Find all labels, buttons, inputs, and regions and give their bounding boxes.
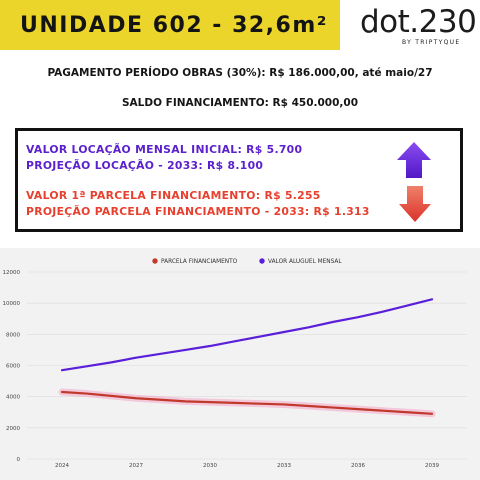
legend-marker [259, 258, 265, 264]
x-tick-label: 2036 [351, 463, 365, 469]
series-line [60, 298, 434, 372]
rent-initial-text: VALOR LOCAÇÃO MENSAL INICIAL: R$ 5.700 [26, 143, 303, 156]
installment-projection-text: PROJEÇÃO PARCELA FINANCIAMENTO - 2033: R… [26, 205, 370, 218]
legend-marker [152, 258, 158, 264]
y-tick-label: 6000 [6, 364, 20, 370]
projection-box: VALOR LOCAÇÃO MENSAL INICIAL: R$ 5.700 P… [15, 128, 463, 232]
y-tick-label: 2000 [6, 426, 20, 432]
y-tick-label: 0 [17, 457, 21, 463]
page-title: UNIDADE 602 - 32,6m² [20, 12, 328, 38]
legend-label: VALOR ALUGUEL MENSAL [268, 259, 342, 265]
logo-tagline: BY TRIPTYQUE [402, 39, 461, 46]
x-tick-label: 2039 [425, 463, 439, 469]
title-banner: UNIDADE 602 - 32,6m² [0, 0, 340, 50]
logo-wordmark: dot.230 [360, 4, 477, 40]
y-tick-label: 12000 [3, 270, 21, 276]
installment-initial-text: VALOR 1ª PARCELA FINANCIAMENTO: R$ 5.255 [26, 189, 321, 202]
x-tick-label: 2030 [203, 463, 217, 469]
line-chart: 0 2000 4000 6000 8000 10000 12000 2024 2027 2030 2… [3, 258, 467, 469]
x-tick-label: 2027 [129, 463, 143, 469]
payment-info: PAGAMENTO PERÍODO OBRAS (30%): R$ 186.00… [47, 67, 433, 79]
chart-area: 0 2000 4000 6000 8000 10000 12000 2024 2027 2030 2… [0, 248, 480, 480]
arrow-up-icon [397, 142, 431, 178]
balance-info: SALDO FINANCIAMENTO: R$ 450.000,00 [121, 97, 359, 109]
y-tick-label: 4000 [6, 395, 20, 401]
brand-logo: dot.230 BY TRIPTYQUE [348, 0, 480, 50]
y-tick-label: 10000 [3, 301, 21, 307]
y-tick-label: 8000 [6, 332, 20, 338]
series-line [60, 390, 434, 415]
x-tick-label: 2033 [277, 463, 291, 469]
x-tick-label: 2024 [55, 463, 69, 469]
rent-projection-text: PROJEÇÃO LOCAÇÃO - 2033: R$ 8.100 [26, 159, 264, 172]
arrow-down-icon [399, 186, 431, 222]
legend-label: PARCELA FINANCIAMENTO [161, 259, 238, 265]
